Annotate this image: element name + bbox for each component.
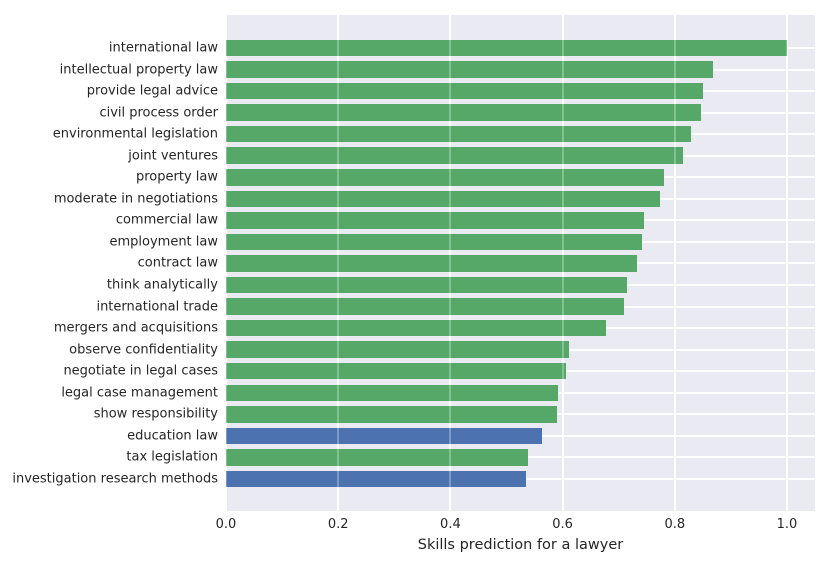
x-tick-label: 0.0	[215, 517, 237, 532]
gridline-vertical	[561, 15, 564, 511]
x-tick-label: 0.4	[440, 517, 461, 532]
bar	[226, 190, 660, 208]
gridline-vertical	[225, 15, 227, 511]
y-axis-label: think analytically	[106, 277, 218, 293]
plot-area	[225, 15, 815, 511]
y-axis-labels: international law intellectual property l…	[0, 15, 218, 511]
bar	[226, 39, 787, 57]
bar	[226, 82, 703, 100]
y-axis-label: legal case management	[61, 385, 218, 401]
x-tick-label: 1.0	[776, 517, 798, 532]
y-axis-label: intellectual property law	[59, 62, 218, 77]
vertical-gridlines-overlay	[225, 15, 815, 511]
bar	[226, 470, 527, 488]
x-tick-label: 0.2	[327, 517, 349, 532]
gridline-vertical	[786, 15, 788, 511]
bar	[226, 319, 607, 337]
bar	[226, 449, 529, 466]
gridline-vertical	[449, 15, 452, 511]
y-axis-label: show responsibility	[93, 406, 218, 422]
bar	[226, 147, 684, 164]
y-axis-label: joint ventures	[128, 148, 218, 164]
bars-layer	[226, 15, 815, 511]
x-tick-label: 0.8	[664, 517, 686, 532]
y-axis-label: employment law	[109, 234, 218, 250]
y-axis-label: international law	[108, 40, 218, 56]
x-axis-title: Skills prediction for a lawyer	[417, 537, 624, 553]
bar	[226, 125, 691, 143]
y-axis-label: contract law	[137, 255, 218, 271]
y-axis-label: investigation research methods	[12, 471, 218, 487]
gridline-vertical	[337, 15, 340, 511]
y-axis-label: mergers and acquisitions	[53, 320, 218, 336]
bar	[226, 341, 570, 358]
y-axis-label: moderate in negotiations	[53, 191, 218, 207]
y-axis-label: education law	[127, 428, 218, 444]
y-axis-label: negotiate in legal cases	[63, 363, 218, 379]
x-axis-tick-labels: 0.0 0.2 0.4 0.6 0.8 1.0	[216, 515, 815, 535]
bar	[226, 169, 665, 186]
y-axis-label: environmental legislation	[52, 126, 218, 142]
bar	[226, 276, 628, 294]
gridline-vertical	[786, 15, 788, 511]
bar	[226, 362, 566, 380]
y-axis-label: observe confidentiality	[69, 342, 218, 358]
bar	[226, 255, 638, 272]
bar	[226, 212, 644, 229]
y-axis-label: property law	[136, 169, 218, 185]
bar	[226, 427, 543, 445]
y-axis-label: provide legal advice	[86, 83, 218, 99]
gridline-vertical	[673, 15, 676, 511]
x-tick-label: 0.6	[552, 517, 573, 532]
bar	[226, 104, 701, 121]
bar	[226, 384, 558, 401]
bar	[226, 233, 642, 251]
y-axis-label: civil process order	[99, 105, 218, 121]
gridline-vertical	[673, 15, 676, 511]
y-axis-label: tax legislation	[126, 449, 218, 465]
y-axis-label: commercial law	[115, 212, 218, 228]
bar	[226, 298, 624, 315]
y-axis-label: international trade	[96, 299, 218, 315]
bar	[226, 61, 713, 78]
bar	[226, 406, 557, 423]
